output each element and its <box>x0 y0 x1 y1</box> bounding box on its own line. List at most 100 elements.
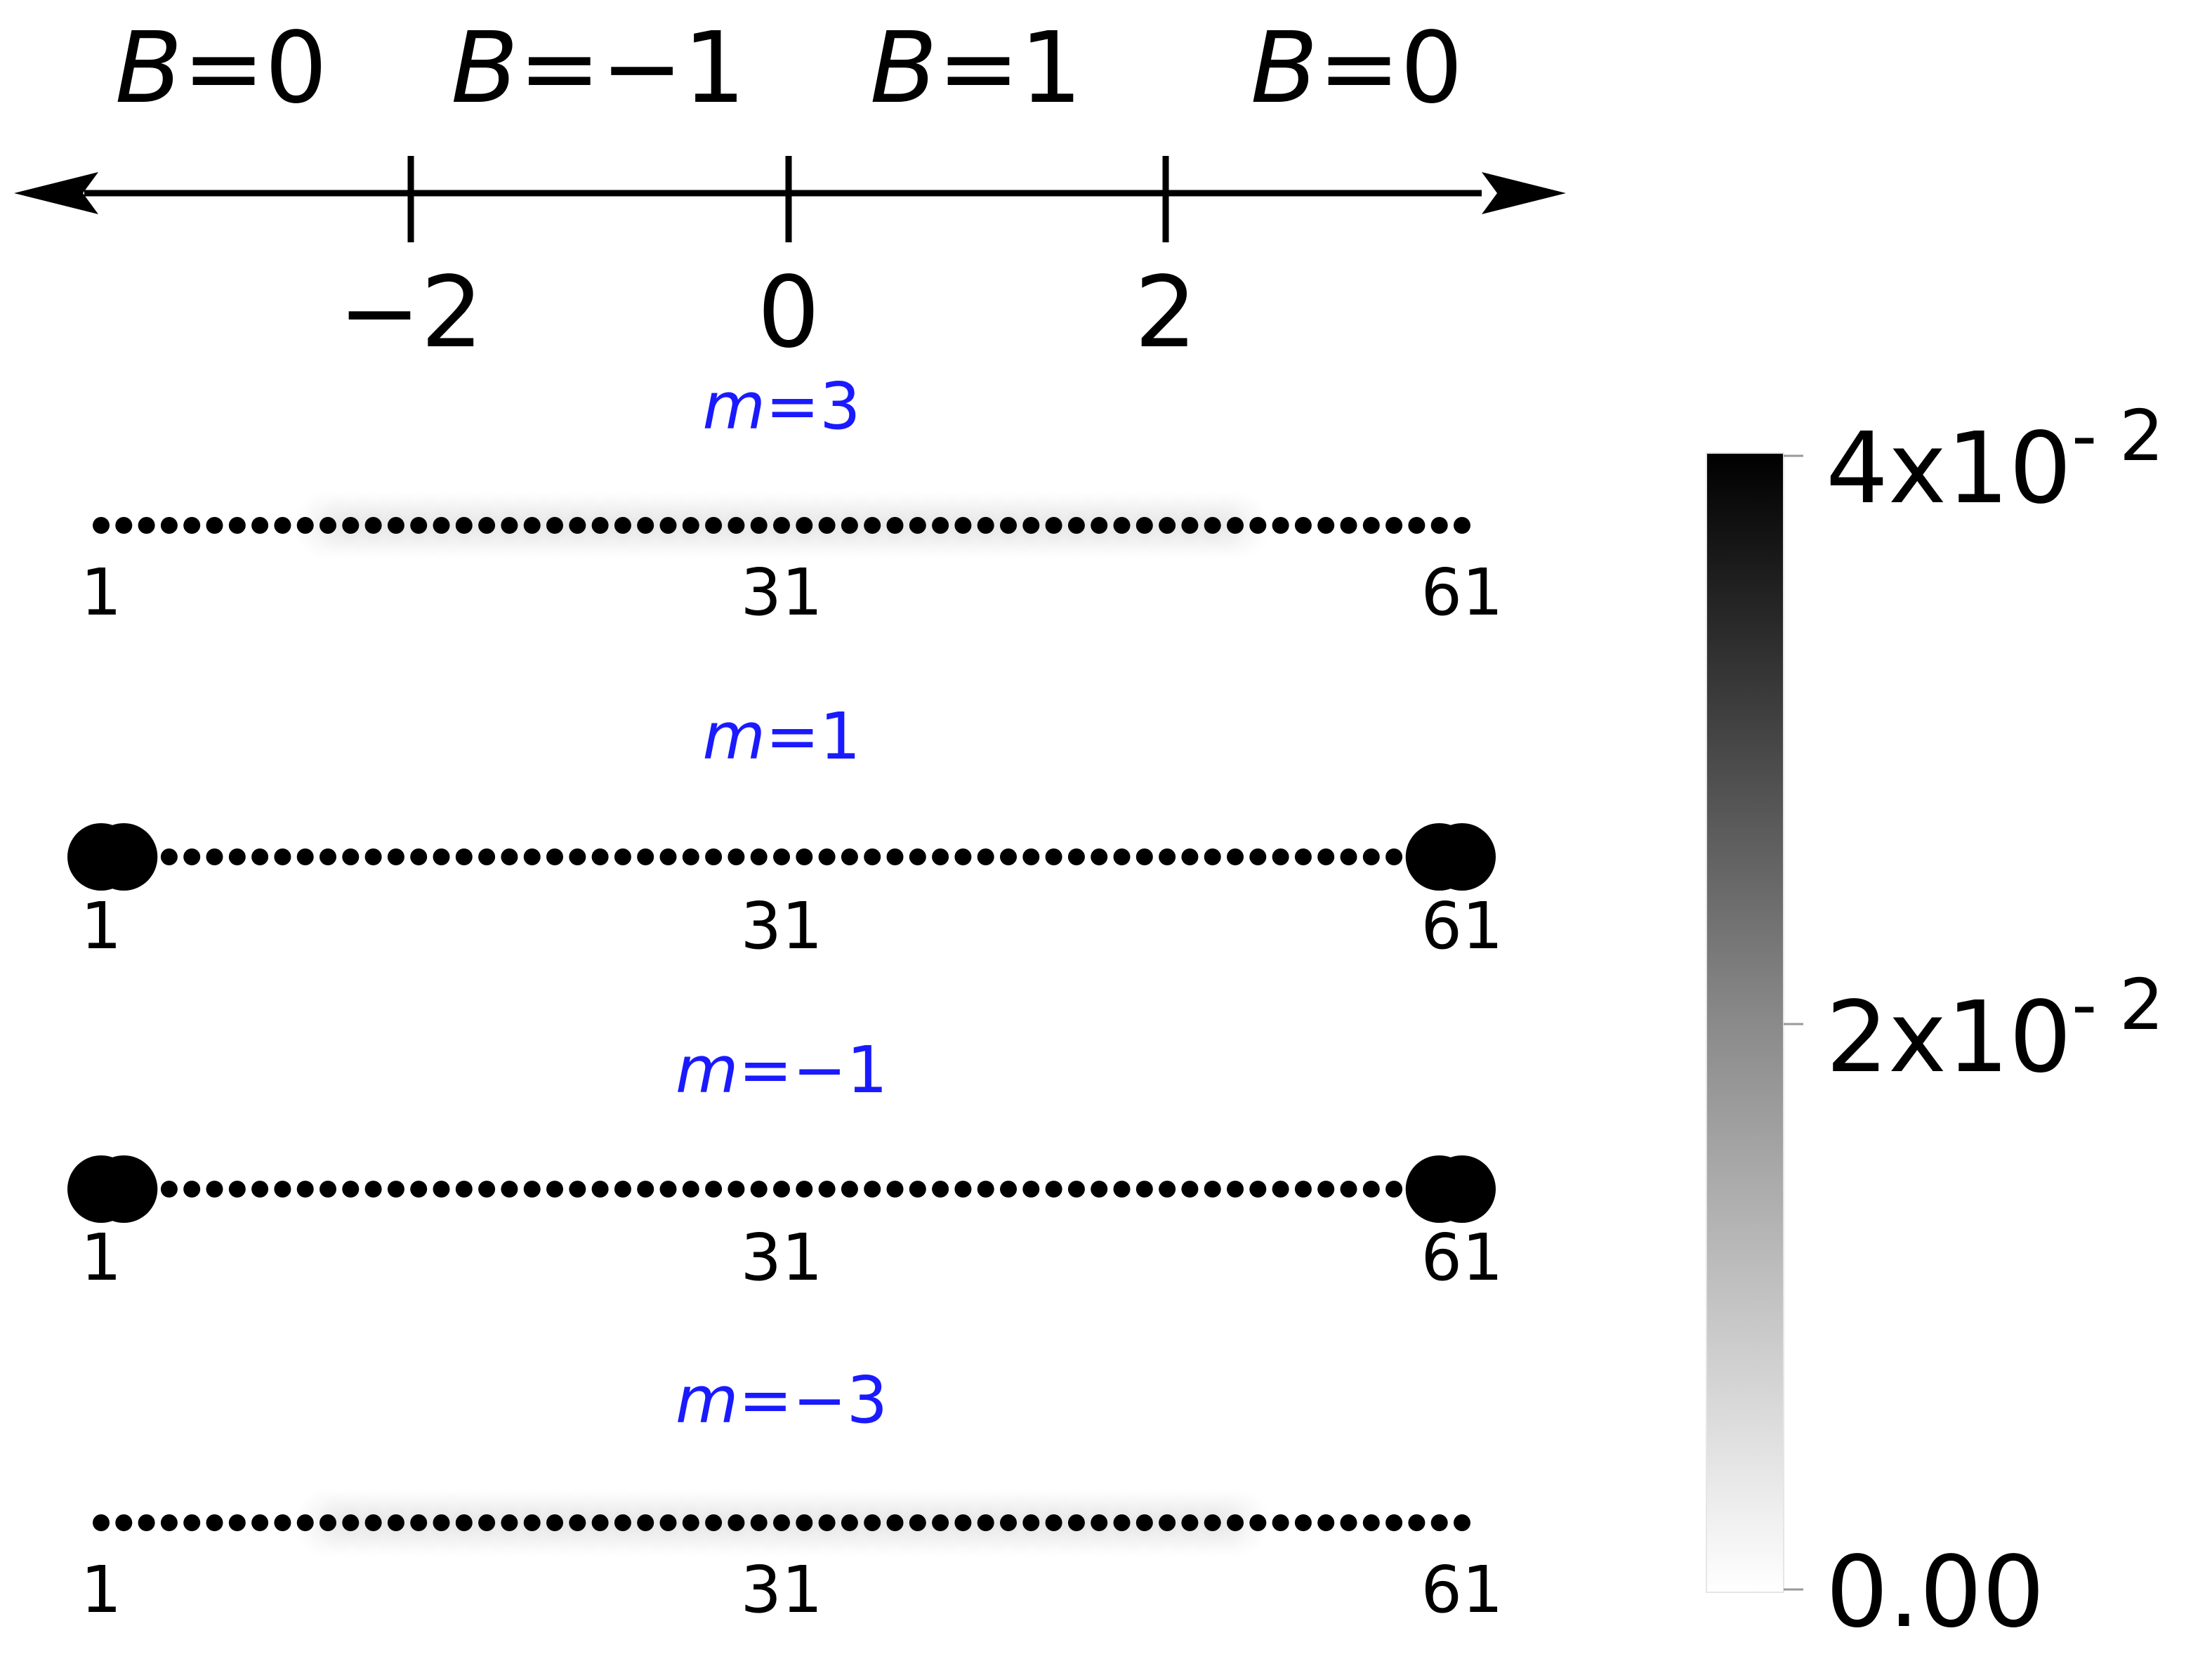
site-49 <box>1181 1514 1199 1531</box>
site-31 <box>773 848 790 865</box>
site-38 <box>932 848 949 865</box>
site-57 <box>1362 848 1380 865</box>
site-27 <box>682 848 699 865</box>
tick-label-0: 0 <box>757 256 819 370</box>
site-28 <box>705 1514 723 1531</box>
site-47 <box>1135 1181 1153 1198</box>
site-36 <box>886 517 904 534</box>
site-29 <box>728 1181 745 1198</box>
site-61 <box>1454 1514 1470 1531</box>
site-59 <box>1408 1514 1426 1531</box>
site-33 <box>818 517 836 534</box>
site-10 <box>296 1181 314 1198</box>
region-label-left: B=0 <box>115 11 327 126</box>
site-42 <box>1022 848 1040 865</box>
site-56 <box>1340 1514 1357 1531</box>
site-4 <box>160 1181 178 1198</box>
site-46 <box>1113 1181 1131 1198</box>
site-44 <box>1067 1514 1085 1531</box>
site-24 <box>614 1514 631 1531</box>
site-22 <box>569 1181 586 1198</box>
site-56 <box>1340 848 1357 865</box>
site-39 <box>954 1514 972 1531</box>
site-37 <box>909 1181 926 1198</box>
site-11 <box>320 1181 336 1198</box>
chain-panel-m-neg3: m=−3 1 31 61 <box>81 1363 1503 1627</box>
site-2 <box>115 517 133 534</box>
site-41 <box>1000 1181 1017 1198</box>
site-10 <box>296 848 314 865</box>
site-8 <box>251 1514 269 1531</box>
site-15 <box>410 1514 428 1531</box>
site-19 <box>501 1514 518 1531</box>
site-label-31: 31 <box>740 1220 822 1295</box>
site-58 <box>1385 848 1403 865</box>
site-53 <box>1272 848 1289 865</box>
site-54 <box>1294 848 1312 865</box>
site-7 <box>228 1181 246 1198</box>
site-8 <box>251 1181 269 1198</box>
site-28 <box>705 848 723 865</box>
m-label: m=3 <box>702 369 860 444</box>
site-39 <box>954 1181 972 1198</box>
colorbar-label-mid: 2x10- 2 <box>1826 964 2164 1095</box>
site-18 <box>478 848 496 865</box>
site-4 <box>160 1514 178 1531</box>
colorbar: 4x10- 2 2x10- 2 0.00 <box>1706 395 2164 1650</box>
chain-panel-m1: m=1 1 31 61 <box>67 699 1503 964</box>
site-60 <box>1430 517 1448 534</box>
site-14 <box>387 1514 404 1531</box>
site-14 <box>387 1181 404 1198</box>
site-22 <box>569 1514 586 1531</box>
site-1 <box>93 848 110 865</box>
site-33 <box>818 1514 836 1531</box>
site-5 <box>183 1181 201 1198</box>
site-55 <box>1317 1181 1335 1198</box>
site-53 <box>1272 1181 1289 1198</box>
site-42 <box>1022 1181 1040 1198</box>
site-6 <box>206 517 223 534</box>
site-35 <box>864 517 881 534</box>
site-6 <box>206 1181 223 1198</box>
site-59 <box>1408 1181 1426 1198</box>
site-24 <box>614 517 631 534</box>
site-42 <box>1022 517 1040 534</box>
site-32 <box>796 1514 813 1531</box>
site-27 <box>682 1181 699 1198</box>
site-39 <box>954 517 972 534</box>
chain-panel-m3: m=3 1 31 61 <box>81 369 1503 630</box>
site-35 <box>864 848 881 865</box>
site-34 <box>841 848 858 865</box>
site-47 <box>1135 1514 1153 1531</box>
site-38 <box>932 517 949 534</box>
site-29 <box>728 848 745 865</box>
site-48 <box>1159 1514 1176 1531</box>
site-31 <box>773 1181 790 1198</box>
site-3 <box>138 1514 155 1531</box>
site-40 <box>977 848 994 865</box>
site-58 <box>1385 517 1403 534</box>
site-43 <box>1045 848 1062 865</box>
site-31 <box>773 1514 790 1531</box>
site-30 <box>750 848 768 865</box>
site-27 <box>682 517 699 534</box>
site-52 <box>1249 517 1267 534</box>
site-4 <box>160 848 178 865</box>
site-47 <box>1135 848 1153 865</box>
site-52 <box>1249 1181 1267 1198</box>
site-15 <box>410 848 428 865</box>
site-50 <box>1204 848 1221 865</box>
site-40 <box>977 1181 994 1198</box>
site-29 <box>728 1514 745 1531</box>
site-3 <box>138 1181 155 1198</box>
site-26 <box>659 848 677 865</box>
arrow-left-icon <box>14 172 98 214</box>
site-56 <box>1340 1181 1357 1198</box>
site-46 <box>1113 517 1131 534</box>
site-30 <box>750 1181 768 1198</box>
site-23 <box>591 848 609 865</box>
site-label-31: 31 <box>740 555 822 630</box>
site-16 <box>433 848 450 865</box>
site-12 <box>342 517 360 534</box>
